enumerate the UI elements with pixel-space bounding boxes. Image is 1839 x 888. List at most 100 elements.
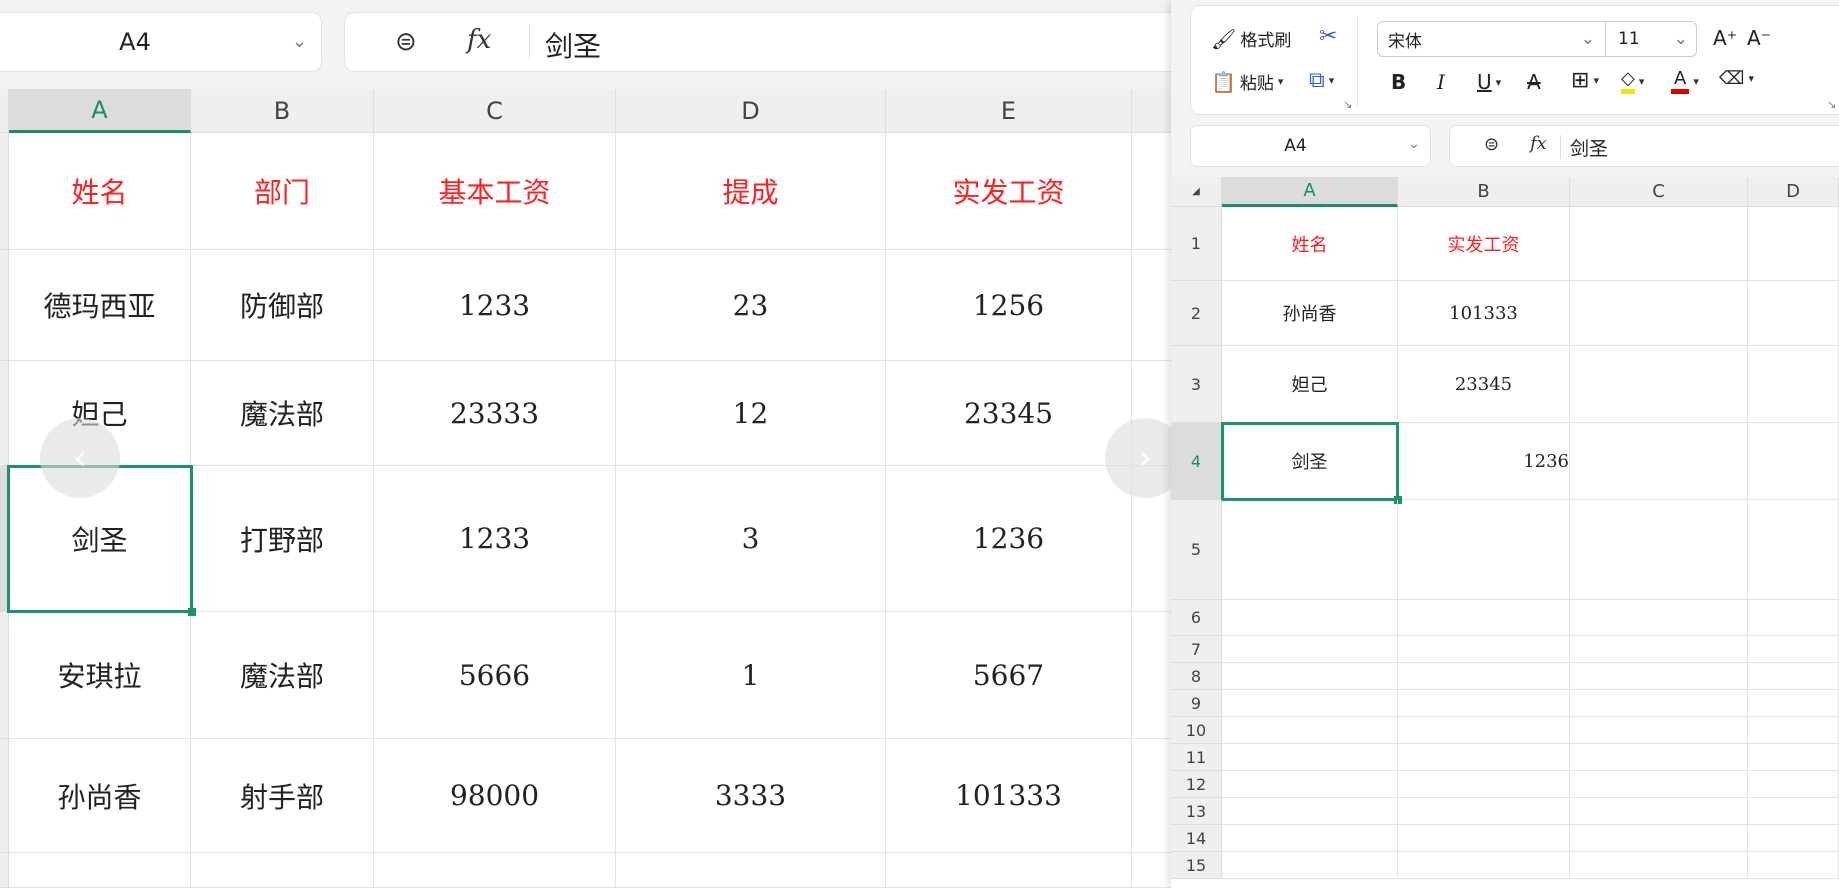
row-header-2[interactable]: 2 bbox=[1171, 281, 1222, 346]
cell[interactable]: 1256 bbox=[886, 250, 1132, 361]
cell[interactable]: 射手部 bbox=[191, 739, 374, 853]
cell[interactable] bbox=[1222, 825, 1398, 852]
cell[interactable] bbox=[1398, 798, 1570, 825]
column-header-A[interactable]: A bbox=[9, 89, 191, 133]
cell[interactable] bbox=[1222, 852, 1398, 879]
row-header-11[interactable]: 11 bbox=[1171, 744, 1222, 771]
zoom-icon[interactable]: ⊜ bbox=[395, 27, 417, 57]
cell[interactable]: 基本工资 bbox=[374, 133, 616, 250]
cell[interactable]: 姓名 bbox=[9, 133, 191, 250]
column-header-D[interactable]: D bbox=[1748, 177, 1839, 207]
cell[interactable] bbox=[1398, 663, 1570, 690]
borders-button[interactable]: ⊞ ▾ bbox=[1571, 68, 1599, 93]
cell[interactable] bbox=[1132, 133, 1175, 250]
row-header[interactable] bbox=[0, 250, 9, 361]
font-name-select[interactable]: 宋体 ⌄ bbox=[1377, 21, 1606, 57]
strikethrough-button[interactable]: A bbox=[1527, 70, 1541, 94]
row-header-1[interactable]: 1 bbox=[1171, 207, 1222, 281]
row-header-6[interactable]: 6 bbox=[1171, 600, 1222, 636]
cell[interactable]: 1233 bbox=[374, 250, 616, 361]
fx-icon[interactable]: fx bbox=[467, 25, 492, 55]
font-size-select[interactable]: 11 ⌄ bbox=[1605, 21, 1697, 57]
cell[interactable] bbox=[1570, 636, 1748, 663]
cell[interactable] bbox=[1222, 744, 1398, 771]
cell[interactable] bbox=[1748, 771, 1839, 798]
row-header-3[interactable]: 3 bbox=[1171, 346, 1222, 423]
cell[interactable] bbox=[1398, 636, 1570, 663]
cell[interactable]: 3 bbox=[616, 466, 886, 612]
cell[interactable] bbox=[1748, 281, 1839, 346]
formula-input[interactable]: 剑圣 bbox=[545, 30, 602, 63]
formula-bar[interactable]: ⊜ fx 剑圣 bbox=[344, 12, 1204, 72]
cell[interactable] bbox=[1748, 346, 1839, 423]
cell[interactable]: 防御部 bbox=[191, 250, 374, 361]
cell[interactable] bbox=[1132, 250, 1175, 361]
cell[interactable]: 剑圣 bbox=[1222, 423, 1398, 500]
formula-input[interactable]: 剑圣 bbox=[1570, 138, 1609, 160]
cell[interactable] bbox=[1748, 207, 1839, 281]
cell[interactable] bbox=[1398, 852, 1570, 879]
cell[interactable]: 5667 bbox=[886, 612, 1132, 739]
cell[interactable] bbox=[1398, 690, 1570, 717]
formula-bar[interactable]: ⊜ fx 剑圣 bbox=[1449, 125, 1839, 167]
cell[interactable] bbox=[1570, 690, 1748, 717]
cell[interactable]: 实发工资 bbox=[886, 133, 1132, 250]
cell[interactable]: 提成 bbox=[616, 133, 886, 250]
cell[interactable]: 98000 bbox=[374, 739, 616, 853]
cell[interactable] bbox=[1748, 717, 1839, 744]
cell[interactable]: 23345 bbox=[886, 361, 1132, 466]
cell[interactable] bbox=[1748, 663, 1839, 690]
row-header[interactable] bbox=[0, 739, 9, 853]
cell[interactable] bbox=[1398, 717, 1570, 744]
row-header-12[interactable]: 12 bbox=[1171, 771, 1222, 798]
chevron-down-icon[interactable]: ⌄ bbox=[291, 31, 307, 52]
cell[interactable] bbox=[1570, 825, 1748, 852]
cell[interactable] bbox=[1570, 423, 1748, 500]
row-header-9[interactable]: 9 bbox=[1171, 690, 1222, 717]
column-header-E[interactable]: E bbox=[886, 89, 1132, 133]
cell[interactable] bbox=[1398, 600, 1570, 636]
cell[interactable] bbox=[1398, 771, 1570, 798]
cell[interactable]: 孙尚香 bbox=[1222, 281, 1398, 346]
cell[interactable] bbox=[1222, 663, 1398, 690]
cell[interactable] bbox=[1398, 500, 1570, 600]
cell[interactable] bbox=[1570, 663, 1748, 690]
underline-button[interactable]: U ▾ bbox=[1477, 70, 1501, 94]
name-box[interactable]: A4 ⌄ bbox=[0, 12, 322, 72]
cell[interactable] bbox=[1222, 798, 1398, 825]
column-header-D[interactable]: D bbox=[616, 89, 886, 133]
column-header-B[interactable]: B bbox=[1398, 177, 1570, 207]
cell[interactable]: 妲己 bbox=[1222, 346, 1398, 423]
cell[interactable] bbox=[1748, 825, 1839, 852]
cell[interactable]: 101333 bbox=[886, 739, 1132, 853]
row-header[interactable] bbox=[0, 133, 9, 250]
left-sheet-grid[interactable]: A B C D E 姓名 部门 基本工资 提成 实发工资 德玛西亚 防御部 1233 23 1256 妲己 魔法… bbox=[0, 89, 1175, 888]
cell[interactable]: 101333 bbox=[1398, 281, 1570, 346]
row-header-10[interactable]: 10 bbox=[1171, 717, 1222, 744]
chevron-down-icon[interactable]: ⌄ bbox=[1408, 136, 1420, 152]
cell[interactable]: 魔法部 bbox=[191, 361, 374, 466]
cell[interactable] bbox=[1570, 500, 1748, 600]
column-header-C[interactable]: C bbox=[1570, 177, 1748, 207]
cell[interactable]: 姓名 bbox=[1222, 207, 1398, 281]
cell[interactable]: 孙尚香 bbox=[9, 739, 191, 853]
cell[interactable] bbox=[1748, 636, 1839, 663]
cell[interactable] bbox=[1132, 853, 1175, 888]
column-header-B[interactable]: B bbox=[191, 89, 374, 133]
column-header-A[interactable]: A bbox=[1222, 177, 1398, 207]
row-header-7[interactable]: 7 bbox=[1171, 636, 1222, 663]
copy-button[interactable]: ⧉ ▾ bbox=[1309, 68, 1334, 93]
paste-button[interactable]: 📋 粘贴 ▾ bbox=[1211, 69, 1284, 95]
dialog-launcher-icon[interactable]: ↘ bbox=[1343, 98, 1353, 111]
cell[interactable]: 实发工资 bbox=[1398, 207, 1570, 281]
cell[interactable]: 安琪拉 bbox=[9, 612, 191, 739]
dialog-launcher-icon[interactable]: ↘ bbox=[1827, 98, 1837, 111]
cell[interactable] bbox=[1570, 852, 1748, 879]
row-header[interactable] bbox=[0, 466, 9, 612]
cell[interactable]: 魔法部 bbox=[191, 612, 374, 739]
cell[interactable] bbox=[1222, 717, 1398, 744]
row-header-8[interactable]: 8 bbox=[1171, 663, 1222, 690]
row-header-13[interactable]: 13 bbox=[1171, 798, 1222, 825]
cell[interactable]: 德玛西亚 bbox=[9, 250, 191, 361]
cell[interactable] bbox=[1132, 612, 1175, 739]
